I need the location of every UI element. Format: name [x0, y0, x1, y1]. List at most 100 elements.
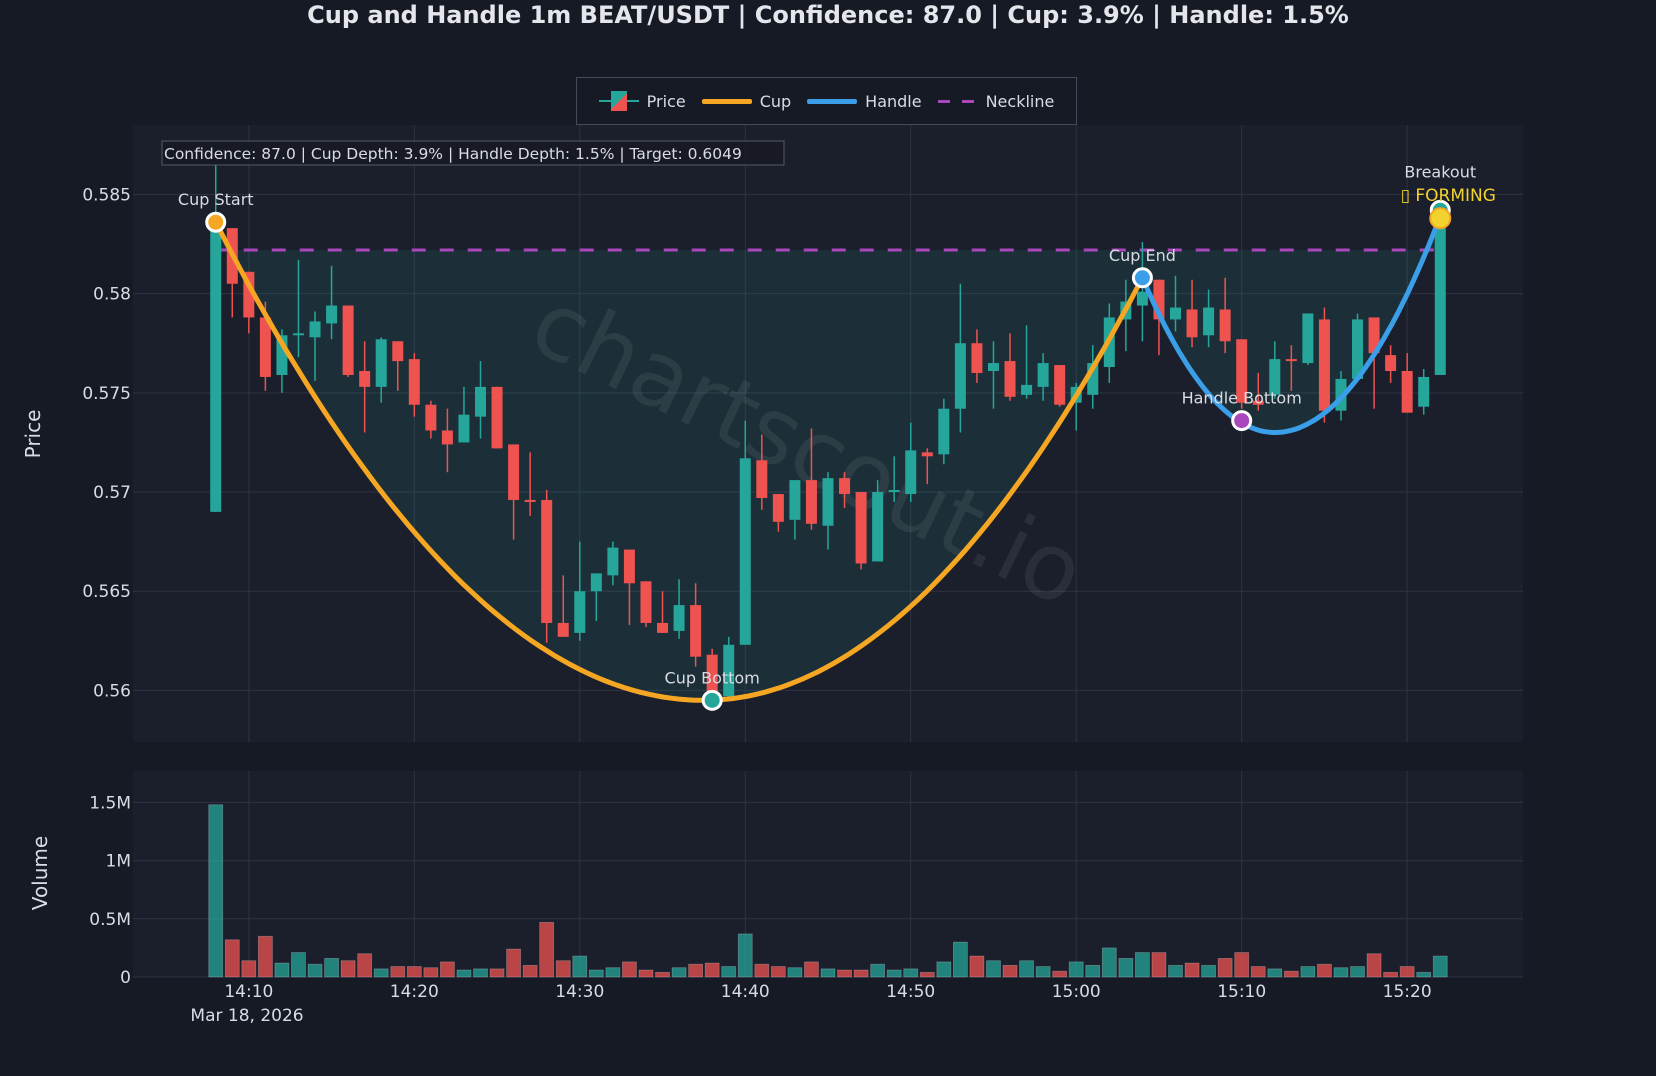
volume-bar [1399, 966, 1415, 978]
volume-bar [324, 957, 339, 978]
candle-body [1302, 313, 1314, 364]
candle-body [276, 335, 288, 375]
candle-body [888, 490, 900, 493]
volume-bar [274, 962, 290, 978]
annotation-text: Confidence: 87.0 | Cup Depth: 3.9% | Han… [164, 145, 742, 163]
candle-body [822, 478, 834, 526]
candle-body [1037, 363, 1049, 387]
candle-body [1186, 309, 1198, 338]
legend-item-neckline[interactable]: Neckline [937, 92, 1054, 111]
candle-body [491, 386, 503, 449]
volume-bar [787, 967, 803, 978]
candle-body [441, 430, 453, 445]
volume-tick-label: 1M [106, 852, 131, 872]
volume-bar [1267, 968, 1283, 978]
candle-body [789, 480, 801, 520]
volume-bar [1300, 966, 1316, 978]
line-swatch-icon [701, 98, 752, 104]
line-swatch-icon [807, 98, 858, 104]
candle-body [1252, 400, 1264, 405]
volume-bar [1035, 966, 1051, 978]
candle-body [1352, 319, 1364, 379]
pattern-point-marker [205, 211, 227, 233]
legend-item-price[interactable]: Price [598, 90, 686, 112]
handle-curve [1139, 213, 1443, 435]
dash-swatch-icon [937, 99, 978, 103]
volume-bar [1068, 961, 1084, 978]
candlestick-swatch-icon [598, 90, 639, 112]
candle-body [359, 371, 371, 387]
legend-label: Price [646, 91, 686, 111]
volume-bar [1101, 947, 1117, 978]
volume-bar [373, 968, 389, 978]
volume-bar [1201, 964, 1216, 978]
candle-body [640, 581, 652, 623]
x-tick-label: 15:00 [1052, 982, 1101, 1002]
volume-bar [224, 939, 240, 978]
volume-tick-label: 0.5M [89, 910, 131, 930]
volume-bar [572, 955, 588, 978]
candle-body [1318, 319, 1330, 411]
candle-body [690, 605, 702, 657]
chart-title: Cup and Handle 1m BEAT/USDT | Confidence… [307, 1, 1349, 29]
x-tick-label: 14:20 [390, 982, 439, 1002]
volume-bar [1283, 970, 1299, 978]
volume-bar [1019, 960, 1034, 978]
legend-label: Handle [865, 91, 922, 111]
volume-bar [754, 963, 770, 978]
candle-body [673, 605, 685, 631]
candle-body [1136, 291, 1148, 306]
volume-bar [1184, 962, 1200, 978]
volume-bar [1366, 953, 1382, 978]
candle-body [1434, 210, 1446, 375]
candle-body [1401, 371, 1413, 413]
volume-bar [340, 960, 356, 978]
volume-bar [1432, 955, 1448, 978]
volume-bar [440, 961, 455, 978]
candle-body [375, 339, 387, 387]
candle-body [938, 408, 950, 455]
volume-plot-area [133, 771, 1523, 977]
volume-bar [1118, 957, 1134, 978]
candle-body [342, 305, 354, 375]
candle-body [590, 573, 602, 592]
volume-bar [539, 921, 555, 978]
volume-bar [936, 961, 952, 978]
legend-item-cup[interactable]: Cup [701, 92, 791, 111]
candle-body [259, 317, 271, 377]
x-date-label: Mar 18, 2026 [190, 1006, 303, 1026]
candle-body [1054, 365, 1066, 405]
candle-body [475, 386, 486, 417]
volume-bar [555, 960, 571, 978]
candle-body [458, 414, 470, 443]
volume-bar [506, 948, 521, 978]
volume-bar [655, 971, 670, 978]
forming-status-label: ▯ FORMING [1401, 186, 1496, 206]
volume-bar [704, 962, 720, 978]
forming-marker [1429, 207, 1452, 230]
pattern-fill [215, 216, 1441, 701]
grid-lines [133, 125, 1523, 978]
volume-bar [1217, 957, 1233, 978]
candle-body [524, 499, 536, 502]
candle-body [954, 343, 966, 409]
candle-body [557, 622, 569, 637]
candle-body [839, 478, 851, 495]
candle-body [905, 450, 917, 495]
candle-body [1170, 307, 1181, 320]
volume-tick-label: 1.5M [89, 793, 131, 813]
legend-item-handle[interactable]: Handle [807, 91, 922, 111]
candle-body [987, 363, 999, 372]
volume-bar [1135, 952, 1150, 978]
candle-body [971, 343, 983, 373]
candle-body [1087, 363, 1099, 395]
candle-body [541, 499, 553, 623]
volume-bar [638, 969, 654, 978]
volume-bar [1250, 966, 1266, 978]
volume-bar [257, 935, 273, 978]
volume-bar [671, 967, 687, 978]
x-tick-label: 14:40 [721, 982, 770, 1002]
candles [210, 164, 1446, 703]
price-plot-area [133, 125, 1523, 742]
